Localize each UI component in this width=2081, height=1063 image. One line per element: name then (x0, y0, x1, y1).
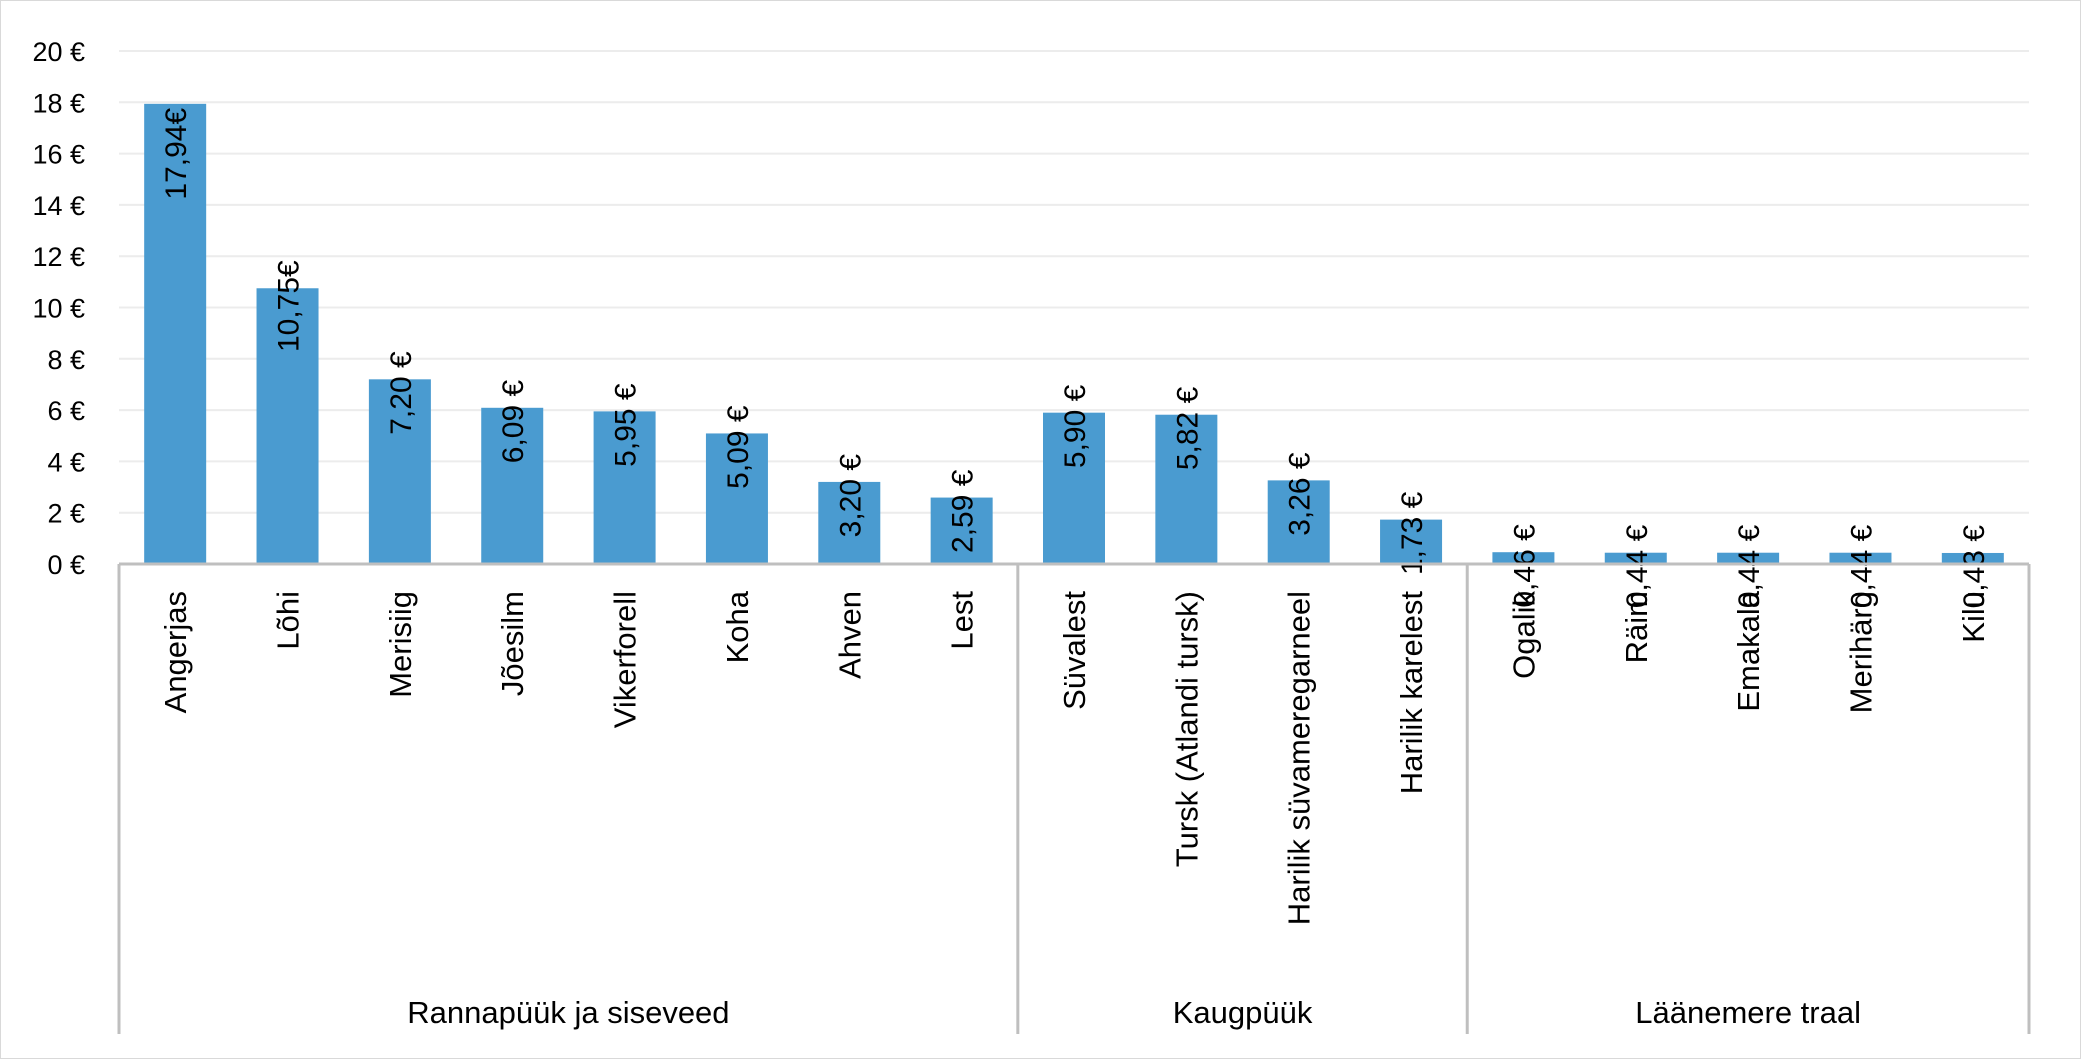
data-label: 5,90 € (1059, 384, 1092, 468)
group-label: Rannapüük ja siseveed (407, 995, 729, 1030)
category-label: Ahven (832, 591, 867, 679)
category-label: Kilu (1956, 591, 1991, 643)
y-tick-label: 18 € (32, 88, 85, 118)
category-label: Merihärg (1843, 591, 1878, 713)
category-label: Harilik karelest (1394, 591, 1429, 795)
data-label: 10,75€ (273, 260, 306, 352)
data-label: 5,95 € (610, 383, 643, 467)
bar (1492, 552, 1555, 564)
data-label: 0,44 € (1621, 524, 1654, 608)
bar (144, 103, 207, 565)
bar (593, 411, 656, 564)
y-tick-label: 6 € (47, 396, 85, 426)
bar (1717, 552, 1780, 564)
data-label: 3,26 € (1284, 452, 1317, 536)
bar (368, 379, 431, 564)
data-label: 0,46 € (1508, 524, 1541, 608)
data-label: 2,59 € (947, 469, 980, 553)
bar (705, 433, 768, 564)
y-tick-label: 0 € (47, 550, 85, 580)
data-label: 5,09 € (722, 405, 755, 489)
bar (481, 407, 544, 564)
data-label: 3,20 € (834, 454, 867, 538)
category-label: Lõhi (271, 591, 306, 650)
category-label: Räim (1619, 591, 1654, 663)
data-label: 6,09 € (497, 379, 530, 463)
category-label: Emakala (1731, 590, 1766, 711)
bar (1941, 552, 2004, 564)
y-tick-label: 14 € (32, 191, 85, 221)
category-label: Angerjas (158, 591, 193, 713)
category-label: Süvalest (1057, 591, 1092, 710)
category-label: Koha (720, 590, 755, 663)
y-tick-label: 8 € (47, 345, 85, 375)
y-tick-label: 20 € (32, 37, 85, 67)
bar (1155, 414, 1218, 564)
group-label: Läänemere traal (1635, 995, 1861, 1030)
data-label: 1,73 € (1396, 491, 1429, 575)
category-label: Jõesilm (495, 591, 530, 696)
group-label: Kaugpüük (1173, 995, 1313, 1030)
bar (1380, 519, 1443, 564)
y-tick-label: 4 € (47, 447, 85, 477)
category-label: Harilik süvameregarneel (1282, 591, 1317, 925)
category-label: Ogalik (1506, 591, 1541, 679)
bar (1043, 412, 1105, 564)
data-label: 5,82 € (1171, 386, 1204, 470)
data-label: 17,94€ (160, 108, 193, 200)
data-label: 0,43 € (1958, 525, 1991, 609)
bar (818, 481, 881, 564)
y-tick-label: 2 € (47, 499, 85, 529)
bar (930, 497, 993, 564)
y-tick-label: 16 € (32, 140, 85, 170)
bar (1604, 552, 1667, 564)
bar (256, 288, 319, 564)
y-tick-label: 12 € (32, 242, 85, 272)
bar (1267, 480, 1330, 564)
category-label: Vikerforell (608, 591, 643, 728)
category-label: Lest (945, 591, 980, 650)
category-label: Merisiig (383, 591, 418, 698)
data-label: 7,20 € (385, 351, 418, 435)
data-label: 0,44 € (1845, 524, 1878, 608)
data-label: 0,44 € (1733, 524, 1766, 608)
category-label: Tursk (Atlandi tursk) (1169, 591, 1204, 867)
bar (1829, 552, 1892, 564)
y-tick-label: 10 € (32, 294, 85, 324)
